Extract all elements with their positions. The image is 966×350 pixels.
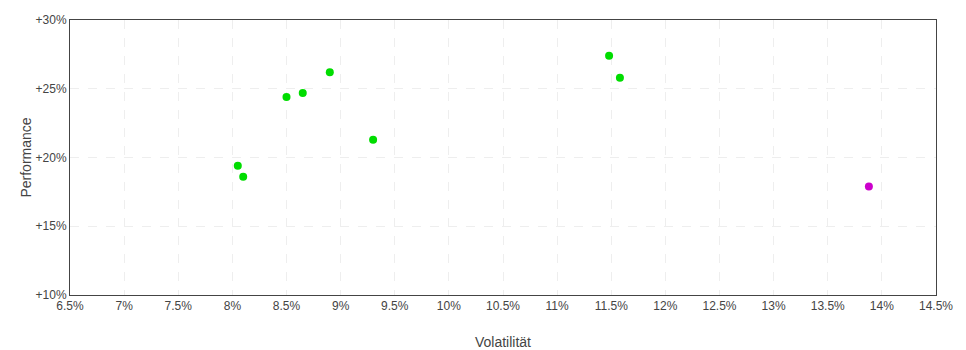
- svg-text:9.5%: 9.5%: [381, 299, 409, 313]
- svg-text:+15%: +15%: [36, 219, 67, 233]
- svg-text:14.5%: 14.5%: [919, 299, 953, 313]
- svg-text:8%: 8%: [224, 299, 242, 313]
- svg-text:+25%: +25%: [36, 82, 67, 96]
- svg-text:13%: 13%: [762, 299, 786, 313]
- svg-text:11.5%: 11.5%: [595, 299, 628, 313]
- svg-text:6.5%: 6.5%: [56, 299, 84, 313]
- svg-text:+30%: +30%: [36, 13, 67, 27]
- svg-text:8.5%: 8.5%: [273, 299, 301, 313]
- svg-text:12%: 12%: [653, 299, 677, 313]
- svg-text:14%: 14%: [870, 299, 894, 313]
- svg-text:+20%: +20%: [36, 151, 67, 165]
- svg-text:Performance: Performance: [18, 117, 34, 197]
- svg-text:11%: 11%: [546, 299, 569, 313]
- svg-text:Volatilität: Volatilität: [475, 334, 531, 350]
- svg-text:+10%: +10%: [36, 288, 67, 302]
- svg-text:9%: 9%: [332, 299, 350, 313]
- svg-text:10%: 10%: [437, 299, 461, 313]
- svg-text:13.5%: 13.5%: [811, 299, 845, 313]
- svg-text:12.5%: 12.5%: [702, 299, 736, 313]
- svg-text:7.5%: 7.5%: [165, 299, 193, 313]
- svg-text:7%: 7%: [115, 299, 133, 313]
- svg-text:10.5%: 10.5%: [486, 299, 520, 313]
